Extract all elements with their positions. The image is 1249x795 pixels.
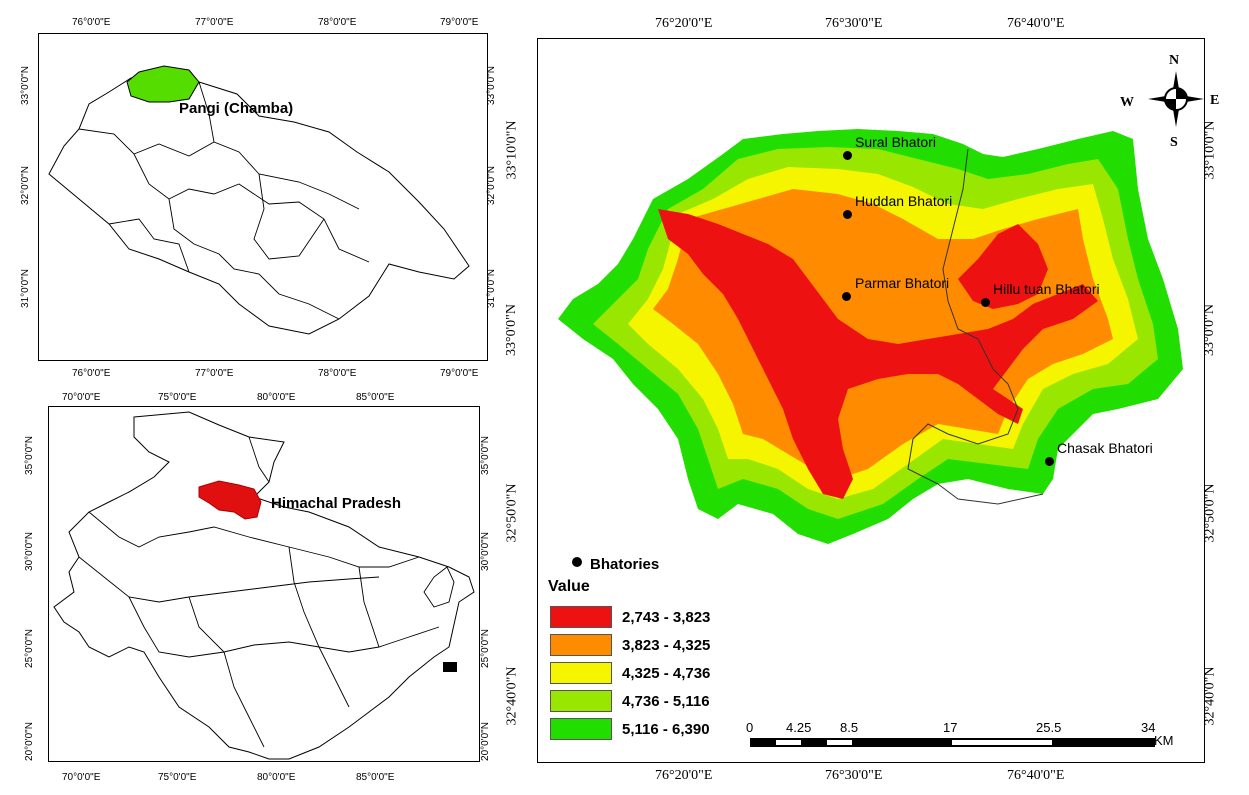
place-label-huddan: Huddan Bhatori: [855, 193, 953, 209]
place-marker: [1045, 457, 1054, 466]
bl-ytick-left-1: 30°0'0"N: [23, 532, 35, 571]
tl-xtick-bottom-2: 78°0'0"E: [318, 368, 357, 379]
legend-row: 3,823 - 4,325: [550, 634, 770, 658]
scale-tick-3: 17: [943, 720, 958, 735]
place-marker: [843, 151, 852, 160]
main-ytick-right-0: 33°10'0"N: [1202, 120, 1218, 180]
main-xtick-top-0: 76°20'0"E: [655, 16, 713, 31]
bl-xtick-top-3: 85°0'0"E: [356, 392, 395, 403]
place-label-parmar: Parmar Bhatori: [855, 275, 950, 291]
main-ytick-right-1: 33°0'0"N: [1201, 304, 1217, 356]
tl-xtick-bottom-1: 77°0'0"E: [195, 368, 234, 379]
bl-ytick-right-2: 25°0'0"N: [479, 629, 491, 668]
tl-ytick-left-1: 32°0'0"N: [19, 166, 31, 205]
scale-tick-0: 0: [746, 720, 754, 735]
place-marker: [843, 210, 852, 219]
elevation-map: N S W E: [537, 38, 1205, 763]
elevation-raster: [558, 129, 1183, 544]
main-xtick-bottom-0: 76°20'0"E: [655, 768, 713, 783]
main-ytick-left-3: 32°40'0"N: [504, 666, 520, 726]
legend-row: 4,325 - 4,736: [550, 662, 770, 686]
tl-xtick-top-1: 77°0'0"E: [195, 17, 234, 28]
legend-title: Value: [548, 578, 590, 595]
bl-ytick-right-0: 35°0'0"N: [479, 436, 491, 475]
legend-label: 2,743 - 3,823: [622, 609, 711, 626]
place-marker: [842, 292, 851, 301]
bl-xtick-bottom-3: 85°0'0"E: [356, 772, 395, 783]
scale-bar: [750, 738, 1155, 747]
tl-xtick-bottom-0: 76°0'0"E: [72, 368, 111, 379]
legend-point-label: Bhatories: [590, 556, 660, 573]
scale-tick-4: 25.5: [1036, 720, 1062, 735]
tl-xtick-bottom-3: 79°0'0"E: [440, 368, 479, 379]
place-marker: [981, 298, 990, 307]
main-xtick-bottom-1: 76°30'0"E: [825, 768, 883, 783]
legend-label: 4,325 - 4,736: [622, 665, 711, 682]
main-xtick-top-2: 76°40'0"E: [1007, 16, 1065, 31]
tl-ytick-right-0: 33°0'0"N: [485, 66, 497, 105]
scale-tick-1: 4.25: [786, 720, 812, 735]
tl-xtick-top-2: 78°0'0"E: [318, 17, 357, 28]
main-xtick-bottom-2: 76°40'0"E: [1007, 768, 1065, 783]
bl-ytick-left-0: 35°0'0"N: [23, 436, 35, 475]
hp-highlight-label: Pangi (Chamba): [179, 100, 294, 117]
compass-south: S: [1170, 135, 1178, 150]
bl-ytick-left-3: 20°0'0"N: [23, 722, 35, 761]
india-state-outlines: [53, 411, 475, 760]
bl-xtick-top-0: 70°0'0"E: [62, 392, 101, 403]
legend-swatch: [550, 634, 612, 656]
compass-west: W: [1120, 95, 1134, 110]
bl-ytick-left-2: 25°0'0"N: [23, 629, 35, 668]
legend-row: 4,736 - 5,116: [550, 690, 770, 714]
place-label-hillu-tuan: Hillu tuan Bhatori: [993, 281, 1100, 297]
bl-ytick-right-3: 20°0'0"N: [479, 722, 491, 761]
main-ytick-right-3: 32°40'0"N: [1202, 666, 1218, 726]
legend-swatch: [550, 718, 612, 740]
bl-ytick-right-1: 30°0'0"N: [479, 532, 491, 571]
scale-tick-5: 34: [1141, 720, 1156, 735]
main-xtick-top-1: 76°30'0"E: [825, 16, 883, 31]
hp-locator-map: Pangi (Chamba): [38, 33, 488, 361]
hp-district-outlines: [48, 65, 470, 335]
tl-ytick-right-2: 31°0'0"N: [485, 269, 497, 308]
india-highlight-label: Himachal Pradesh: [271, 495, 402, 512]
place-label-sural: Sural Bhatori: [855, 134, 936, 150]
main-ytick-left-2: 32°50'0"N: [504, 483, 520, 543]
legend-label: 4,736 - 5,116: [622, 693, 710, 710]
place-label-chasak: Chasak Bhatori: [1057, 440, 1153, 456]
legend-label: 3,823 - 4,325: [622, 637, 711, 654]
legend-row: 2,743 - 3,823: [550, 606, 770, 630]
bl-xtick-top-1: 75°0'0"E: [158, 392, 197, 403]
main-ytick-right-2: 32°50'0"N: [1202, 483, 1218, 543]
scale-tick-2: 8.5: [840, 720, 859, 735]
scale-unit: KM: [1154, 733, 1174, 748]
tl-ytick-left-2: 31°0'0"N: [19, 269, 31, 308]
legend-point-symbol: [572, 557, 582, 567]
bl-xtick-bottom-0: 70°0'0"E: [62, 772, 101, 783]
north-arrow-icon: [1148, 71, 1204, 127]
compass-east-outer: E: [1210, 93, 1220, 108]
tl-xtick-top-0: 76°0'0"E: [72, 17, 111, 28]
main-ytick-left-0: 33°10'0"N: [504, 120, 520, 180]
india-locator-map: Himachal Pradesh: [48, 406, 480, 762]
bl-xtick-bottom-2: 80°0'0"E: [257, 772, 296, 783]
tl-xtick-top-3: 79°0'0"E: [440, 17, 479, 28]
tl-ytick-left-0: 33°0'0"N: [19, 66, 31, 105]
bl-xtick-top-2: 80°0'0"E: [257, 392, 296, 403]
legend-swatch: [550, 662, 612, 684]
main-ytick-left-1: 33°0'0"N: [503, 304, 519, 356]
legend-swatch: [550, 606, 612, 628]
bl-xtick-bottom-1: 75°0'0"E: [158, 772, 197, 783]
legend-label: 5,116 - 6,390: [622, 721, 710, 738]
legend-swatch: [550, 690, 612, 712]
compass-north: N: [1169, 53, 1180, 68]
tl-ytick-right-1: 32°0'0"N: [485, 166, 497, 205]
legend-row: 5,116 - 6,390: [550, 718, 770, 742]
